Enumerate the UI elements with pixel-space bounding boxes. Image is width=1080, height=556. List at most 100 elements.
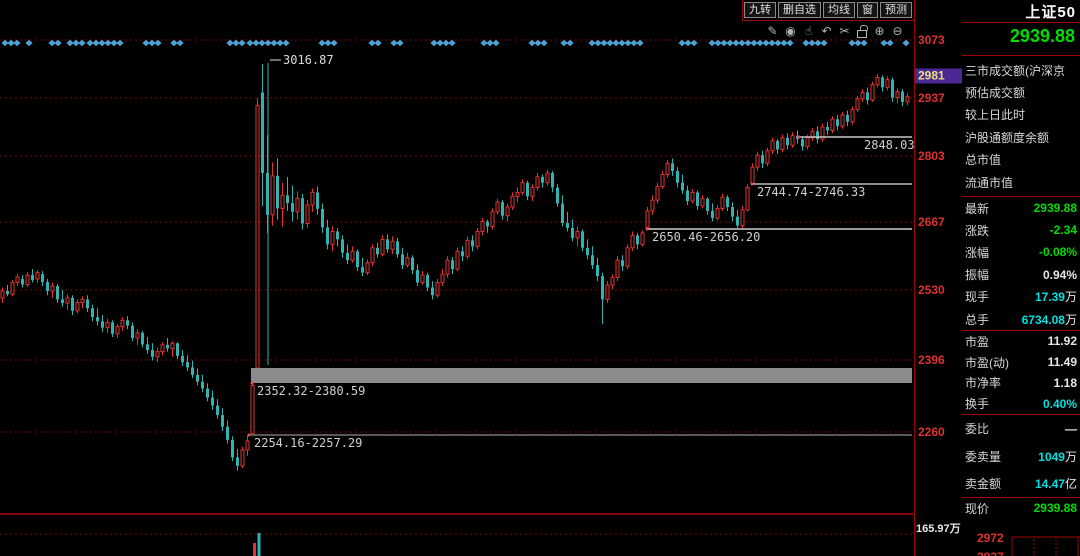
row-value-number: 0.40% bbox=[1042, 396, 1077, 411]
row-value: 1.18 bbox=[1054, 376, 1077, 390]
row-label: 总手 bbox=[965, 312, 990, 327]
row-label: 三市成交额(沪深京 bbox=[965, 63, 1065, 78]
eye-icon[interactable]: ◉ bbox=[785, 24, 796, 38]
row-label: 沪股通额度余额 bbox=[965, 130, 1050, 145]
sidebar-row: 预估成交额 bbox=[962, 81, 1080, 103]
row-value: 11.92 bbox=[1048, 334, 1077, 348]
row-label: 总市值 bbox=[965, 153, 1002, 168]
gridlines bbox=[0, 39, 913, 433]
row-label: 卖金额 bbox=[965, 477, 1002, 492]
instrument-title-tab[interactable]: 上证50 bbox=[1025, 4, 1076, 21]
mini-chart-axis-label: 2972 bbox=[977, 531, 1004, 545]
row-value-unit: 万 bbox=[1064, 312, 1077, 327]
row-label: 委比 bbox=[965, 422, 990, 437]
sidebar-row: 卖金额 14.47亿 bbox=[962, 470, 1080, 498]
candlestick-chart[interactable]: 2848.03 2744.74-2746.33 2650.46-2656.20 235… bbox=[0, 0, 915, 556]
price-axis-label: 2396 bbox=[918, 353, 945, 367]
info-label-section: 三市成交额(沪深京预估成交额较上日此时沪股通额度余额 总市值流通市值 bbox=[962, 59, 1080, 193]
row-value-number: — bbox=[1065, 421, 1077, 436]
toolbar-button-4[interactable]: 窗 bbox=[857, 1, 878, 18]
sidebar-row: 现价 2939.88 bbox=[962, 498, 1080, 518]
chart-right-border bbox=[914, 0, 915, 556]
pencil-icon[interactable]: ✎ bbox=[767, 24, 778, 38]
svg-text:2254.16-2257.29: 2254.16-2257.29 bbox=[254, 436, 362, 450]
peak-annotation: 3016.87 bbox=[267, 53, 334, 365]
sidebar-separator bbox=[962, 22, 1080, 23]
toolbar-button-2[interactable]: 删自选 bbox=[778, 1, 821, 18]
row-label: 现价 bbox=[965, 501, 990, 516]
candlestick-series bbox=[0, 63, 910, 471]
row-value-unit: 万 bbox=[1064, 449, 1077, 464]
sidebar-row: 流通市值 bbox=[962, 171, 1080, 193]
sidebar-row: 委比 — bbox=[962, 415, 1080, 443]
mini-chart-axis-label: 2937 bbox=[977, 550, 1004, 556]
diamond-markers bbox=[1, 39, 910, 47]
volume-pane bbox=[0, 513, 913, 556]
row-value-number: 1.18 bbox=[1053, 375, 1077, 390]
volume-axis-label: 165.97万 bbox=[916, 523, 961, 535]
undo-icon[interactable]: ↶ bbox=[821, 24, 832, 38]
gap-annotations: 2848.03 2744.74-2746.33 2650.46-2656.20 235… bbox=[247, 135, 915, 450]
toolbar-button-5[interactable]: 预测 bbox=[880, 1, 912, 18]
zoom-in-icon[interactable]: ⊕ bbox=[874, 24, 885, 38]
sidebar-row: 涨跌 -2.34 bbox=[962, 219, 1080, 241]
row-label: 市净率 bbox=[965, 376, 1002, 391]
zoom-out-icon[interactable]: ⊖ bbox=[892, 24, 903, 38]
sidebar-row: 市盈(动) 11.49 bbox=[962, 352, 1080, 373]
row-label: 市盈(动) bbox=[965, 355, 1009, 370]
row-label: 现手 bbox=[965, 290, 990, 305]
quote-sidebar: 上证50 2939.88 三市成交额(沪深京 预估成交额 较上日此时 沪股通额度余额总… bbox=[962, 0, 1080, 556]
row-value-number: 17.39 bbox=[1034, 290, 1065, 305]
quote-section: 最新 2939.88 涨跌 -2.34 涨幅 -0.08% 振幅 0.94% 现手 17.39万总… bbox=[962, 196, 1080, 330]
row-label: 较上日此时 bbox=[965, 108, 1026, 123]
row-value-unit: 亿 bbox=[1064, 477, 1077, 492]
row-label: 最新 bbox=[965, 201, 990, 216]
price-axis-label: 2667 bbox=[918, 215, 945, 229]
sidebar-row: 换手 0.40% bbox=[962, 393, 1080, 414]
valuation-section: 市盈 11.92 市盈(动) 11.49 市净率 1.18 换手 0.40% bbox=[962, 330, 1080, 414]
last-price-big: 2939.88 bbox=[1009, 26, 1075, 46]
row-value: 17.39万 bbox=[1035, 288, 1077, 305]
sidebar-row: 市盈 11.92 bbox=[962, 331, 1080, 352]
order-section: 委比 — 委卖量 1049万 卖金额 14.47亿 bbox=[962, 414, 1080, 498]
row-value-number: 11.92 bbox=[1047, 334, 1077, 349]
mini-intraday-chart[interactable] bbox=[962, 0, 1080, 556]
sidebar-row: 三市成交额(沪深京 bbox=[962, 59, 1080, 81]
price-axis-gutter: 3073 2937 2803 2667 2530 2396 2260 2981 165.97… bbox=[915, 0, 964, 556]
hand-icon[interactable]: ☝ bbox=[804, 24, 813, 38]
toolbar-bottom-border bbox=[742, 20, 1080, 21]
row-value-number: 14.47 bbox=[1034, 477, 1065, 492]
toolbar-left-border bbox=[742, 0, 743, 20]
sidebar-row: 总手 6734.08万 bbox=[962, 308, 1080, 330]
scissors-icon[interactable]: ✂ bbox=[839, 24, 850, 38]
row-value-number: 11.49 bbox=[1047, 355, 1077, 370]
row-value: -2.34 bbox=[1050, 223, 1077, 237]
row-label: 流通市值 bbox=[965, 175, 1014, 190]
row-value-number: -2.34 bbox=[1049, 223, 1077, 238]
row-label: 市盈 bbox=[965, 334, 990, 349]
row-value-number: 0.94% bbox=[1042, 267, 1077, 282]
row-label: 换手 bbox=[965, 397, 990, 412]
price-axis-label: 2260 bbox=[918, 425, 945, 439]
current-price-section: 现价 2939.88 bbox=[962, 497, 1080, 518]
row-value: — bbox=[1065, 422, 1077, 436]
row-label: 振幅 bbox=[965, 268, 990, 283]
price-axis-label: 2803 bbox=[918, 149, 945, 163]
svg-text:2848.03: 2848.03 bbox=[864, 138, 915, 152]
svg-text:2650.46-2656.20: 2650.46-2656.20 bbox=[652, 230, 760, 244]
price-axis-label: 2937 bbox=[918, 91, 945, 105]
row-value-number: 6734.08 bbox=[1021, 312, 1065, 327]
sidebar-row: 振幅 0.94% bbox=[962, 264, 1080, 286]
svg-text:3016.87: 3016.87 bbox=[283, 53, 334, 67]
row-label: 涨幅 bbox=[965, 245, 990, 260]
toolbar-button-3[interactable]: 均线 bbox=[823, 1, 855, 18]
lock-icon[interactable] bbox=[856, 23, 869, 39]
drawing-tools-row: ✎ ◉ ☝ ↶ ✂ ⊕ ⊖ bbox=[766, 22, 904, 40]
toolbar-button-1[interactable]: 九转 bbox=[744, 1, 776, 18]
svg-text:2352.32-2380.59: 2352.32-2380.59 bbox=[257, 384, 365, 398]
sidebar-row: 市净率 1.18 bbox=[962, 373, 1080, 394]
row-value: 14.47亿 bbox=[1035, 475, 1077, 492]
row-value: 0.94% bbox=[1043, 268, 1077, 282]
